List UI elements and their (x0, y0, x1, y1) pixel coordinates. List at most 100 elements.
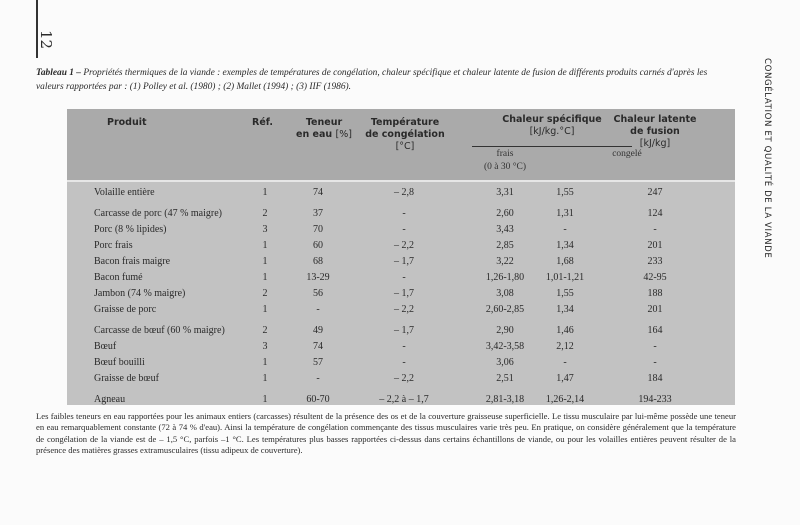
cell-congele: 1,34 (556, 304, 574, 315)
cell-congele: - (563, 357, 567, 368)
header-temp-line2: de congélation (365, 129, 445, 140)
cell-ref: 2 (262, 325, 268, 336)
table-row: Bœuf 3 74 - 3,42-3,58 2,12 - (67, 339, 735, 354)
cell-congele: 1,47 (556, 373, 574, 384)
cell-ref: 1 (262, 256, 268, 267)
table-footnote: Les faibles teneurs en eau rapportées po… (36, 411, 736, 456)
cell-latente: - (653, 357, 657, 368)
table-row: Bacon fumé 1 13-29 - 1,26-1,80 1,01-1,21 42-95 (67, 270, 735, 285)
header-chaleur-spec-unit: [kJ/kg.°C] (529, 126, 575, 137)
cell-latente: - (653, 341, 657, 352)
cell-produit: Graisse de porc (94, 304, 157, 315)
header-teneur-unit: en eau [%] (289, 129, 359, 141)
page-number: 12 (37, 30, 55, 50)
cell-temperature: – 1,7 (394, 256, 414, 267)
table-row: Carcasse de bœuf (60 % maigre) 2 49 – 1,7 2,… (67, 323, 735, 338)
cell-temperature: – 2,2 à – 1,7 (379, 394, 429, 405)
cell-congele: 1,01-1,21 (545, 272, 585, 283)
header-produit: Produit (107, 117, 147, 128)
cell-temperature: – 2,2 (394, 240, 414, 251)
cell-produit: Bœuf (94, 341, 117, 352)
cell-congele: 1,34 (556, 240, 574, 251)
cell-congele: 1,68 (556, 256, 574, 267)
running-head: CONGÉLATION ET QUALITÉ DE LA VIANDE (762, 58, 772, 259)
cell-teneur: 57 (313, 357, 323, 368)
cell-teneur: - (316, 373, 320, 384)
cell-teneur: 60-70 (306, 394, 330, 405)
cell-ref: 1 (262, 394, 268, 405)
table-header: Produit Réf. Teneur en eau [%] Températu… (67, 109, 735, 182)
cell-ref: 2 (262, 288, 268, 299)
table-row: Volaille entière 1 74 – 2,8 3,31 1,55 247 (67, 185, 735, 200)
cell-temperature: – 2,2 (394, 373, 414, 384)
cell-frais: 2,51 (496, 373, 514, 384)
cell-latente: 201 (647, 240, 663, 251)
cell-ref: 1 (262, 357, 268, 368)
cell-latente: 201 (647, 304, 663, 315)
header-teneur-prefix: en eau (296, 129, 333, 140)
cell-latente: 233 (647, 256, 663, 267)
cell-frais: 3,31 (496, 187, 514, 198)
cell-latente: 124 (647, 208, 663, 219)
cell-temperature: - (402, 357, 406, 368)
caption-text: Propriétés thermiques de la viande : exe… (36, 68, 708, 92)
cell-frais: 1,26-1,80 (485, 272, 525, 283)
cell-temperature: – 1,7 (394, 325, 414, 336)
cell-teneur: 56 (313, 288, 323, 299)
cell-frais: 2,85 (496, 240, 514, 251)
cell-produit: Jambon (74 % maigre) (94, 288, 186, 299)
header-latente-line1: Chaleur latente (613, 114, 697, 125)
cell-produit: Agneau (94, 394, 126, 405)
cell-teneur: 74 (313, 341, 323, 352)
header-divider (472, 146, 632, 147)
cell-frais: 3,08 (496, 288, 514, 299)
cell-produit: Bacon fumé (94, 272, 143, 283)
cell-teneur: - (316, 304, 320, 315)
cell-produit: Volaille entière (94, 187, 155, 198)
cell-ref: 1 (262, 187, 268, 198)
table-row: Agneau 1 60-70 – 2,2 à – 1,7 2,81-3,18 1,26-2… (67, 392, 735, 407)
header-ref: Réf. (252, 117, 273, 128)
header-teneur: Teneur en eau [%] (289, 117, 359, 141)
cell-latente: 188 (647, 288, 663, 299)
header-latente-line2: de fusion (630, 126, 680, 137)
cell-latente: 164 (647, 325, 663, 336)
table-row: Jambon (74 % maigre) 2 56 – 1,7 3,08 1,55 188 (67, 286, 735, 301)
header-teneur-label: Teneur (305, 117, 343, 128)
cell-produit: Bœuf bouilli (94, 357, 145, 368)
header-frais: frais (0 à 30 °C) (475, 149, 535, 172)
cell-congele: 1,26-2,14 (545, 394, 585, 405)
cell-temperature: - (402, 208, 406, 219)
caption-label: Tableau 1 – (36, 68, 81, 78)
cell-teneur: 37 (313, 208, 323, 219)
cell-congele: 1,46 (556, 325, 574, 336)
cell-ref: 1 (262, 373, 268, 384)
cell-produit: Carcasse de bœuf (60 % maigre) (94, 325, 225, 336)
cell-frais: 2,60-2,85 (485, 304, 525, 315)
cell-produit: Bacon frais maigre (94, 256, 171, 267)
cell-congele: 1,55 (556, 187, 574, 198)
table-row: Bacon frais maigre 1 68 – 1,7 3,22 1,68 233 (67, 254, 735, 269)
cell-ref: 3 (262, 341, 268, 352)
cell-teneur: 70 (313, 224, 323, 235)
cell-temperature: – 1,7 (394, 288, 414, 299)
cell-teneur: 68 (313, 256, 323, 267)
cell-congele: 1,31 (556, 208, 574, 219)
cell-congele: 1,55 (556, 288, 574, 299)
cell-ref: 1 (262, 240, 268, 251)
table-row: Porc (8 % lipides) 3 70 - 3,43 - - (67, 222, 735, 237)
header-latente-unit: [kJ/kg] (639, 138, 671, 149)
header-congele: congelé (612, 149, 642, 159)
cell-ref: 2 (262, 208, 268, 219)
header-chaleur-spec-label: Chaleur spécifique (502, 114, 602, 125)
cell-teneur: 49 (313, 325, 323, 336)
cell-temperature: - (402, 224, 406, 235)
header-temp-line1: Température (370, 117, 440, 128)
cell-ref: 3 (262, 224, 268, 235)
cell-teneur: 60 (313, 240, 323, 251)
cell-teneur: 74 (313, 187, 323, 198)
cell-frais: 3,22 (496, 256, 514, 267)
cell-temperature: – 2,2 (394, 304, 414, 315)
header-teneur-unit-text: [%] (335, 129, 352, 140)
cell-teneur: 13-29 (306, 272, 330, 283)
